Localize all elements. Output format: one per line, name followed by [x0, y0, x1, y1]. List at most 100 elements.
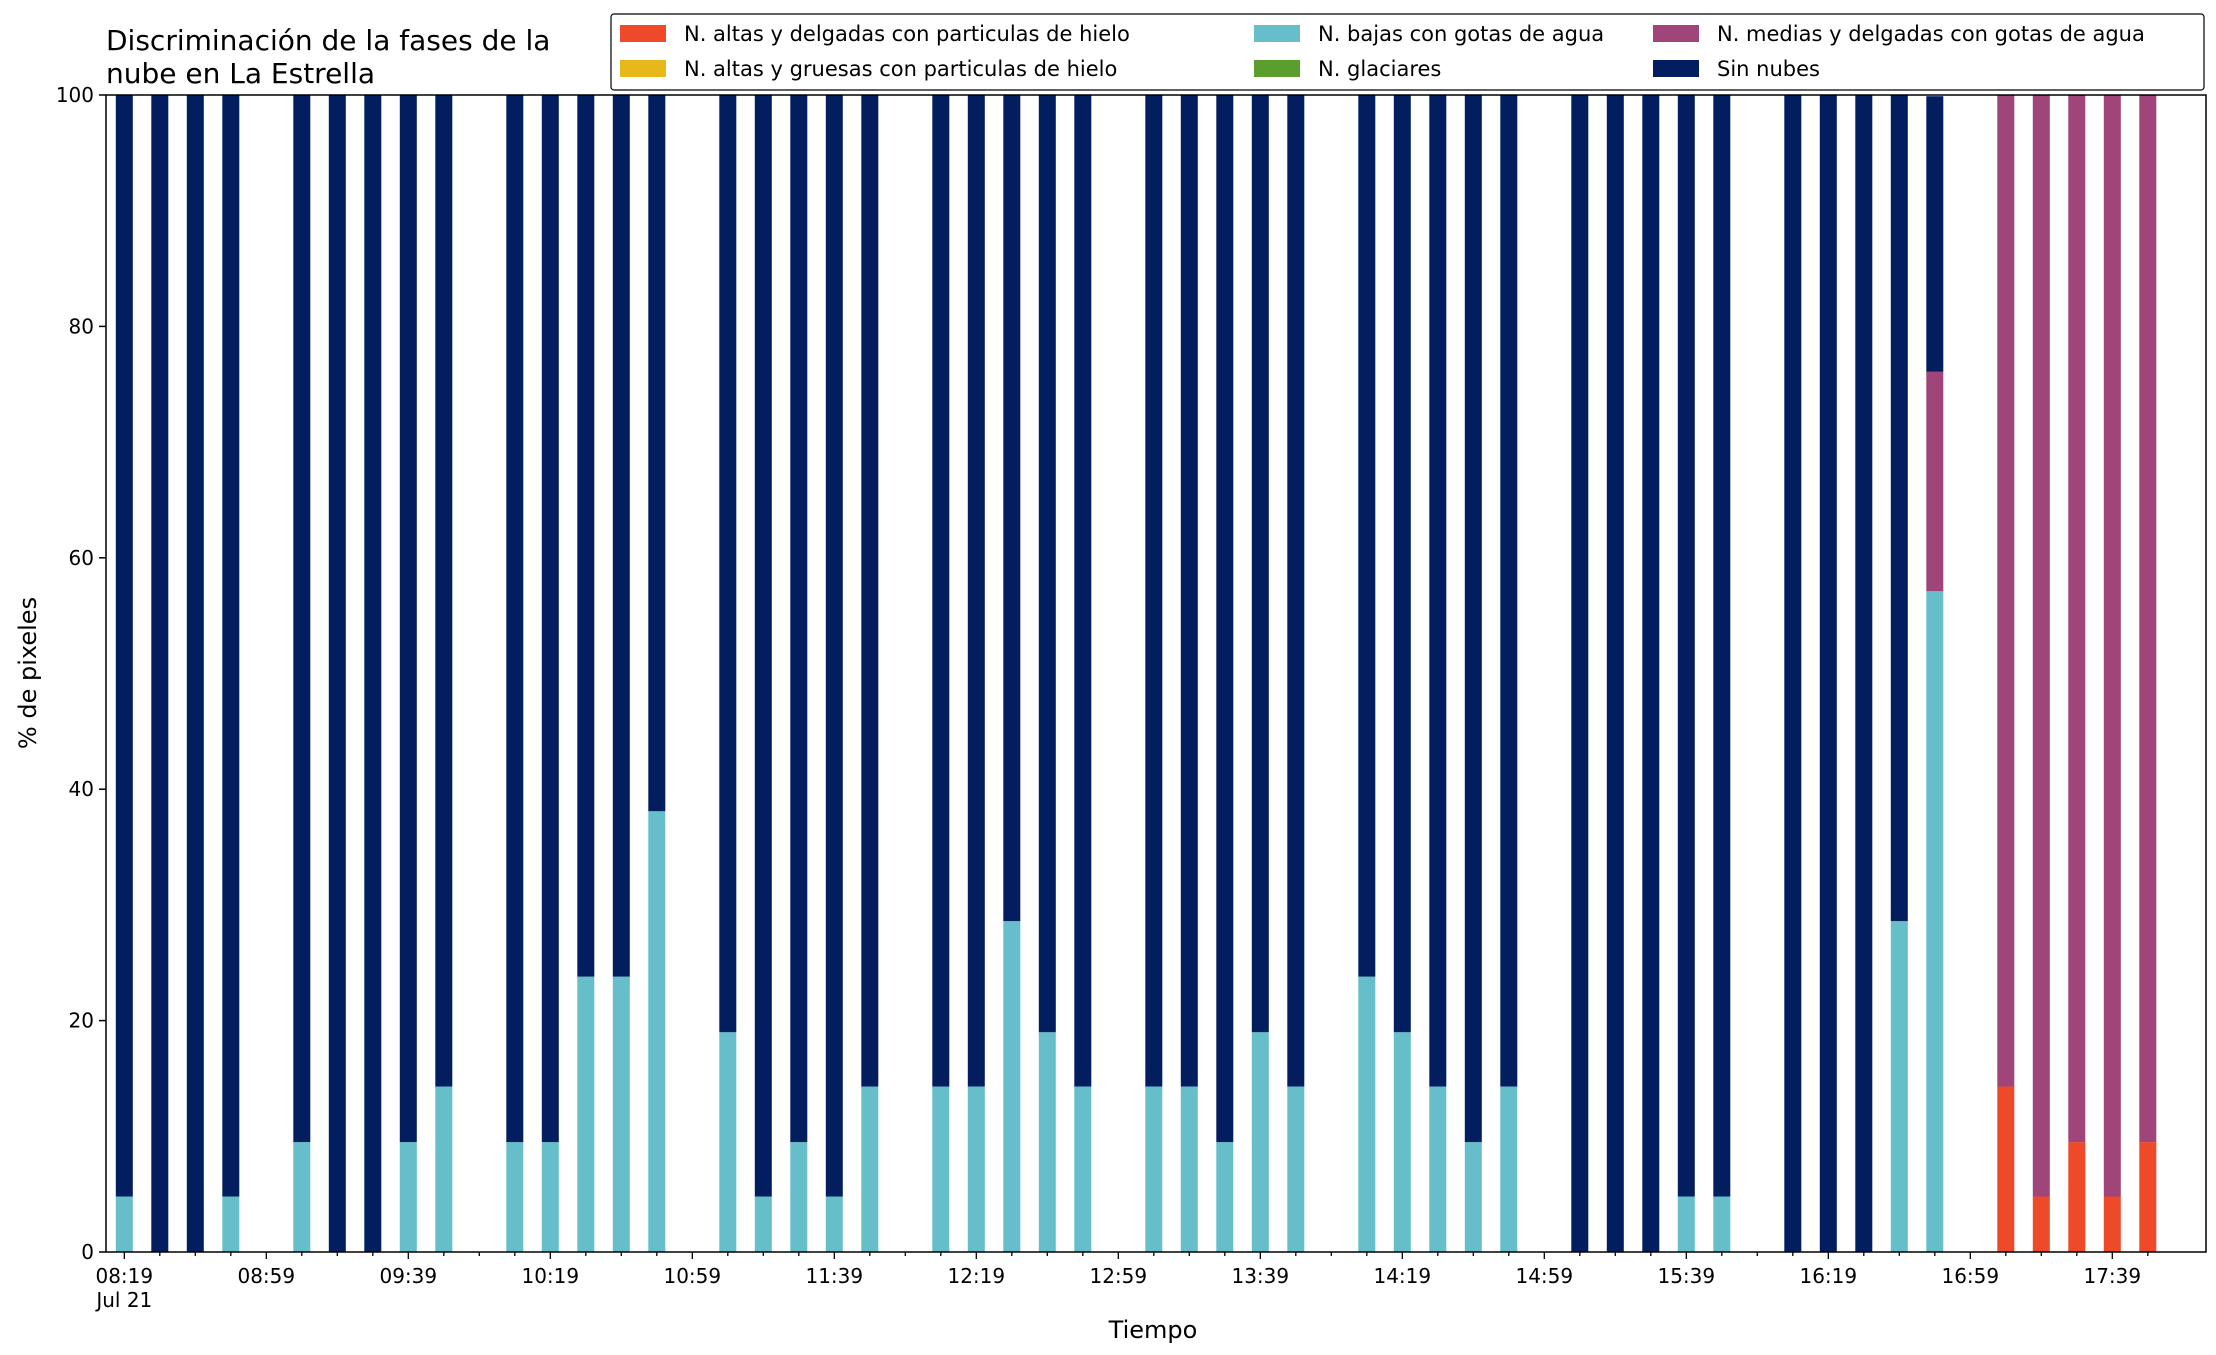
bar-segment-1709-s4: [1997, 95, 2015, 1087]
bar-segment-1119-s5: [754, 95, 772, 1197]
bar-segment-1349-s2: [1287, 1086, 1305, 1252]
bar-segment-1139-s2: [825, 1196, 843, 1252]
x-tick-label-1339: 13:39: [1231, 1264, 1289, 1288]
bar-segment-0819-s5: [115, 95, 133, 1197]
bar-segment-1229-s2: [1003, 921, 1021, 1252]
bar-segment-1309-s5: [1145, 95, 1163, 1087]
bar-segment-1119-s2: [754, 1196, 772, 1252]
bar-segment-0949-s2: [435, 1086, 453, 1252]
bar-segment-1639-s2: [1890, 921, 1908, 1252]
bar-segment-1449-s2: [1500, 1086, 1518, 1252]
bar-segment-1649-s4: [1926, 371, 1944, 592]
bar-segment-1539-s5: [1677, 95, 1695, 1197]
bar-segment-1109-s2: [719, 1032, 737, 1252]
legend-label-4: N. medias y delgadas con gotas de agua: [1717, 22, 2145, 46]
bar-segment-1539-s2: [1677, 1196, 1695, 1252]
bar-segment-1449-s5: [1500, 95, 1518, 1087]
y-tick-label-100: 100: [56, 83, 94, 107]
y-tick-label-40: 40: [69, 777, 94, 801]
bar-segment-1009-s5: [506, 95, 524, 1143]
bar-segment-1509-s5: [1571, 95, 1589, 1252]
bar-segment-1619-s5: [1819, 95, 1837, 1252]
bar-segment-1049-s2: [648, 811, 666, 1252]
bar-segment-1149-s5: [861, 95, 879, 1087]
bar-segment-1409-s2: [1358, 976, 1376, 1252]
bar-segment-1739-s0: [2103, 1196, 2121, 1252]
bar-segment-1029-s5: [577, 95, 595, 977]
bar-segment-1319-s2: [1180, 1086, 1198, 1252]
legend-label-2: N. bajas con gotas de agua: [1318, 22, 1604, 46]
bar-segment-0819-s2: [115, 1196, 133, 1252]
bar-segment-1049-s5: [648, 95, 666, 812]
y-axis: 0 20 40 60 80 100: [56, 83, 106, 1264]
x-date-label: Jul 21: [94, 1288, 152, 1312]
bar-segment-1139-s5: [825, 95, 843, 1197]
bar-segment-1129-s5: [790, 95, 808, 1143]
x-axis: 08:19 08:59 09:39 10:19 10:59 11:39 12:19 12:59…: [94, 1252, 2149, 1312]
bar-segment-1009-s2: [506, 1142, 524, 1252]
y-tick-label-80: 80: [69, 314, 94, 338]
x-tick-label-1659: 16:59: [1941, 1264, 1999, 1288]
x-tick-label-0939: 09:39: [379, 1264, 437, 1288]
bar-segment-1249-s2: [1074, 1086, 1092, 1252]
x-tick-label-1619: 16:19: [1799, 1264, 1857, 1288]
bar-segment-1319-s5: [1180, 95, 1198, 1087]
bar-segment-0929-s5: [364, 95, 382, 1252]
chart-title: Discriminación de la fases de la nube en…: [106, 24, 550, 90]
bar-segment-1409-s5: [1358, 95, 1376, 977]
bar-segment-1739-s4: [2103, 95, 2121, 1197]
bar-segment-1709-s0: [1997, 1086, 2015, 1252]
bar-segment-0919-s5: [328, 95, 346, 1252]
y-tick-label-20: 20: [69, 1009, 94, 1033]
bar-segment-1029-s2: [577, 976, 595, 1252]
bar-segment-1749-s0: [2139, 1142, 2157, 1252]
bar-segment-1039-s5: [612, 95, 630, 977]
bar-segment-1719-s0: [2032, 1196, 2050, 1252]
bar-segment-1109-s5: [719, 95, 737, 1033]
bar-segment-1429-s2: [1429, 1086, 1447, 1252]
legend-swatch-0: [620, 25, 666, 42]
legend-swatch-2: [1254, 25, 1300, 42]
bar-segment-1439-s5: [1464, 95, 1482, 1143]
legend-label-5: Sin nubes: [1717, 57, 1820, 81]
legend-swatch-4: [1653, 25, 1699, 42]
bar-segment-0939-s2: [399, 1142, 417, 1252]
x-tick-label-1739: 17:39: [2083, 1264, 2141, 1288]
bar-segment-1349-s5: [1287, 95, 1305, 1087]
bar-segment-1219-s2: [967, 1086, 985, 1252]
x-tick-label-1419: 14:19: [1373, 1264, 1431, 1288]
bar-segment-1019-s5: [541, 95, 559, 1143]
bar-segment-0829-s5: [151, 95, 169, 1252]
bar-segment-1329-s2: [1216, 1142, 1234, 1252]
bar-segment-1419-s5: [1393, 95, 1411, 1033]
bar-segment-1419-s2: [1393, 1032, 1411, 1252]
x-tick-label-1539: 15:39: [1657, 1264, 1715, 1288]
bar-segment-1519-s5: [1606, 95, 1624, 1252]
legend: N. altas y delgadas con particulas de hi…: [610, 13, 2205, 91]
bar-segment-1309-s2: [1145, 1086, 1163, 1252]
bar-segment-1209-s5: [932, 95, 950, 1087]
x-tick-label-1219: 12:19: [947, 1264, 1005, 1288]
bar-segment-1129-s2: [790, 1142, 808, 1252]
bar-segment-1649-s5: [1926, 96, 1944, 372]
x-tick-label-0819: 08:19: [95, 1264, 153, 1288]
x-axis-label: Tiempo: [1108, 1316, 1198, 1344]
bar-segment-0839-s5: [186, 95, 204, 1252]
bar-segment-1339-s2: [1251, 1032, 1269, 1252]
bar-segment-1239-s5: [1038, 95, 1056, 1033]
bar-segment-1329-s5: [1216, 95, 1234, 1143]
bar-segment-0849-s2: [222, 1196, 240, 1252]
bar-segment-1039-s2: [612, 976, 630, 1252]
bar-segment-1729-s0: [2068, 1142, 2086, 1252]
bar-segment-1209-s2: [932, 1086, 950, 1252]
x-tick-label-1259: 12:59: [1089, 1264, 1147, 1288]
bar-segment-1149-s2: [861, 1086, 879, 1252]
bar-segment-1629-s5: [1855, 95, 1873, 1252]
legend-frame: [610, 13, 2205, 91]
bar-segment-0909-s5: [293, 95, 311, 1143]
bar-segment-1339-s5: [1251, 95, 1269, 1033]
bar-segment-1529-s5: [1642, 95, 1660, 1252]
plot-frame: [105, 94, 2207, 1253]
bar-segment-0939-s5: [399, 95, 417, 1143]
legend-swatch-5: [1653, 60, 1699, 77]
